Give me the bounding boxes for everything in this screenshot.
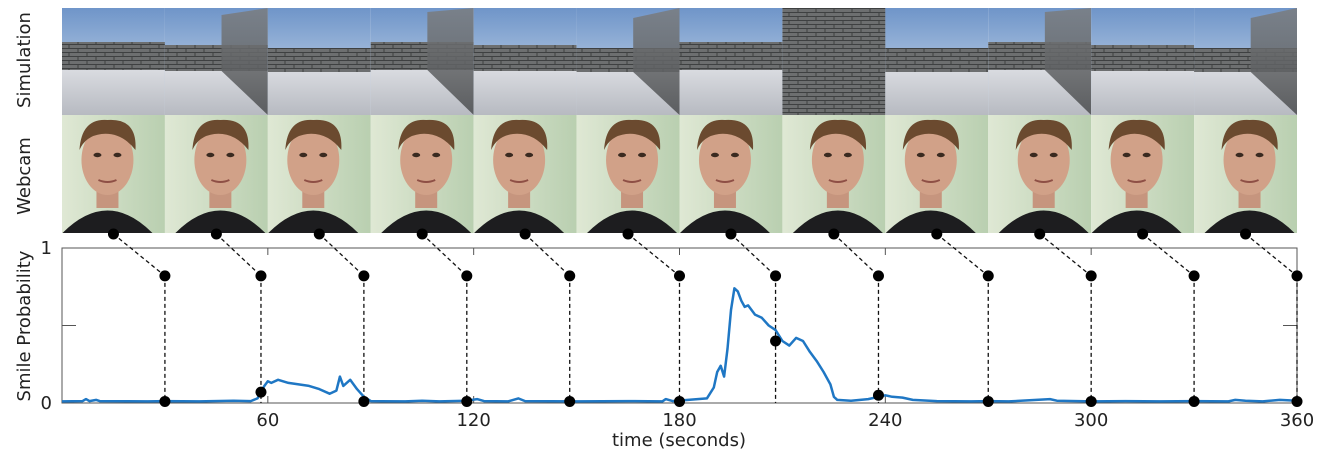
simulation-frame [473, 8, 577, 115]
y-tick-label: 0 [41, 393, 52, 414]
frame-connectors [113, 233, 1298, 403]
simulation-frames [62, 8, 1297, 115]
x-tick-label: 180 [662, 410, 696, 431]
webcam-frame [679, 115, 783, 233]
marker-top-dot [1291, 270, 1303, 282]
webcam-frame [1194, 115, 1297, 233]
sample-point [770, 335, 782, 347]
frame-anchor-dot [931, 228, 943, 240]
frame-connector [833, 233, 879, 277]
x-tick-label: 360 [1280, 410, 1314, 431]
marker-top-dot [461, 270, 473, 282]
x-tick-label: 300 [1074, 410, 1108, 431]
x-tick-label: 60 [256, 410, 279, 431]
frame-anchor-dot [1137, 228, 1149, 240]
frame-connector [421, 233, 468, 277]
simulation-frame [988, 8, 1092, 115]
marker-top-dot [564, 270, 576, 282]
simulation-frame [164, 8, 268, 115]
marker-top-dot [1085, 270, 1097, 282]
marker-top-dot [358, 270, 370, 282]
marker-top-dot [159, 270, 171, 282]
simulation-frame [1091, 8, 1195, 115]
simulation-row-label: Simulation [14, 12, 35, 108]
axis-ticks: 60 120 180 240 300 360 0 1 [41, 238, 1315, 431]
frame-anchor-dot [107, 228, 119, 240]
x-tick-label: 120 [456, 410, 490, 431]
marker-top-dot [770, 270, 782, 282]
simulation-frame [1194, 8, 1297, 115]
sample-markers [107, 228, 1303, 407]
frame-anchor-dot [725, 228, 737, 240]
marker-top-dot [674, 270, 685, 282]
sample-point [982, 395, 994, 407]
frame-connector [113, 233, 166, 277]
webcam-frame [885, 115, 989, 233]
frame-anchor-dot [1034, 228, 1046, 240]
sample-point [872, 389, 884, 401]
frame-anchor-dot [313, 228, 325, 240]
simulation-frame [782, 8, 886, 115]
marker-top-dot [982, 270, 994, 282]
y-axis-title: Smile Probability [14, 250, 35, 401]
webcam-frame [473, 115, 577, 233]
y-tick-label: 1 [41, 238, 52, 259]
sample-point [358, 395, 370, 407]
webcam-frame [62, 115, 165, 233]
simulation-frame [576, 8, 680, 115]
sample-point [461, 395, 473, 407]
simulation-frame [370, 8, 474, 115]
webcam-frame [576, 115, 680, 233]
webcam-frames [62, 115, 1297, 233]
sample-point [1188, 395, 1200, 407]
simulation-frame [679, 8, 783, 115]
webcam-frame [782, 115, 886, 233]
frame-connector [627, 233, 680, 277]
frame-connector [730, 233, 777, 277]
sample-point [674, 395, 685, 407]
simulation-frame [62, 8, 165, 115]
frame-connector [936, 233, 989, 277]
marker-top-dot [872, 270, 884, 282]
frame-anchor-dot [622, 228, 634, 240]
simulation-frame [267, 8, 371, 115]
sample-point [255, 386, 267, 398]
webcam-frame [988, 115, 1092, 233]
sample-point [564, 395, 576, 407]
frame-connector [1245, 233, 1298, 277]
frame-connector [318, 233, 365, 277]
frame-connector [215, 233, 262, 277]
smile-probability-chart: 60 120 180 240 300 360 0 1 Smile Probability ti… [14, 228, 1315, 451]
frame-anchor-dot [519, 228, 531, 240]
sample-point [1085, 395, 1097, 407]
webcam-frame [370, 115, 474, 233]
frame-connector [1142, 233, 1195, 277]
frame-anchor-dot [210, 228, 222, 240]
webcam-frame [1091, 115, 1195, 233]
webcam-frame [164, 115, 268, 233]
marker-top-dot [1188, 270, 1200, 282]
marker-top-dot [255, 270, 267, 282]
frame-anchor-dot [1240, 228, 1252, 240]
frame-connector [524, 233, 571, 277]
frame-connector [1039, 233, 1092, 277]
simulation-frame [885, 8, 989, 115]
sample-point [159, 395, 171, 407]
x-tick-label: 240 [868, 410, 902, 431]
webcam-row-label: Webcam [14, 137, 35, 215]
webcam-frame [267, 115, 371, 233]
smile-probability-line [61, 287, 1298, 403]
sample-point [1291, 395, 1303, 407]
x-axis-title: time (seconds) [612, 430, 746, 451]
frame-anchor-dot [828, 228, 840, 240]
frame-anchor-dot [416, 228, 428, 240]
